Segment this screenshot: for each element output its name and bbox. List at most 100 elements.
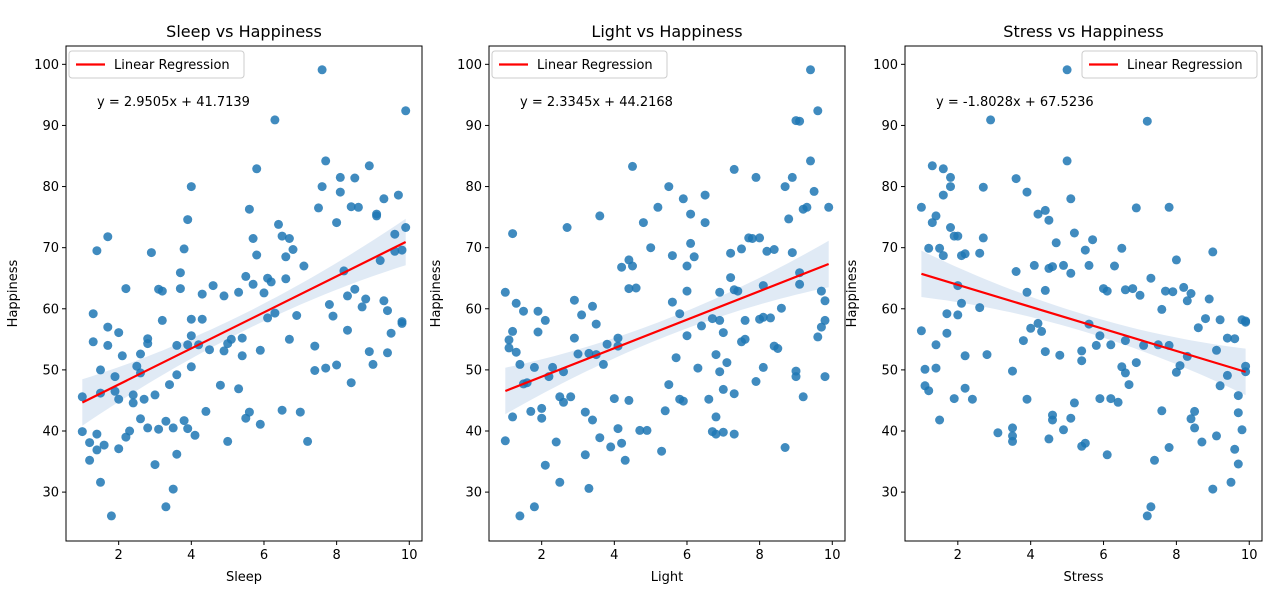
data-point [110,386,120,396]
data-point [252,250,262,260]
data-point [1102,286,1112,296]
data-point [711,429,721,439]
data-point [223,436,233,446]
data-point [631,283,641,293]
data-point [150,460,160,470]
data-point [295,407,305,417]
data-point [566,392,576,402]
x-tick-label: 4 [1027,548,1035,563]
data-point [802,202,812,212]
legend: Linear Regression [491,50,668,79]
data-point [157,286,167,296]
x-tick-label: 8 [1172,548,1180,563]
data-point [957,298,966,308]
data-point [953,231,963,241]
data-point [824,202,834,212]
data-point [1113,397,1123,407]
data-point [277,231,287,241]
data-point [106,511,116,521]
data-point [1091,340,1101,350]
data-point [1233,459,1243,469]
data-point [657,446,667,456]
data-point [244,407,254,417]
data-point [938,164,948,174]
data-point [1088,235,1098,245]
data-point [1142,511,1152,521]
data-point [820,296,830,306]
data-point [776,303,786,313]
data-point [92,445,102,455]
data-point [729,164,739,174]
data-point [1215,381,1225,391]
data-point [1106,340,1116,350]
data-point [1110,261,1119,271]
y-tick-label: 60 [465,302,482,317]
y-tick-label: 100 [873,58,898,73]
data-point [255,345,265,355]
data-point [1033,209,1043,219]
y-tick-label: 70 [42,241,59,256]
data-point [1168,287,1178,297]
data-point [343,325,352,335]
data-point [1186,289,1196,298]
data-point [157,315,167,325]
data-point [667,297,677,307]
data-point [1157,304,1167,314]
data-point [161,416,171,426]
data-point [1208,247,1218,257]
data-point [274,219,283,229]
y-tick-label: 90 [881,119,898,134]
data-point [540,460,550,470]
regression-line [504,262,830,392]
data-point [791,372,801,382]
data-point [664,182,674,192]
regression-line [81,241,407,404]
legend-label: Linear Regression [114,58,230,73]
y-tick-label: 100 [34,58,59,73]
data-point [678,194,688,204]
data-point [190,430,200,440]
data-point [740,315,750,325]
data-point [125,426,135,436]
data-point [1029,260,1039,270]
data-point [588,301,597,311]
data-point [924,243,934,253]
data-point [935,243,945,253]
data-point [1048,262,1057,272]
legend: Linear Regression [1081,50,1258,79]
data-point [689,252,699,262]
data-point [931,340,941,350]
data-point [595,211,605,221]
data-point [920,364,930,374]
data-point [183,424,193,434]
data-point [346,378,356,388]
data-point [85,438,95,448]
y-tick-label: 60 [42,302,59,317]
data-point [504,343,514,353]
data-point [292,311,302,320]
data-point [1084,260,1094,270]
data-point [773,344,783,353]
data-point [1033,318,1043,328]
data-point [787,172,797,182]
data-point [686,209,696,219]
data-point [1190,406,1200,416]
data-point [161,502,171,512]
data-point [317,182,327,192]
chart-panel-3: Stress vs Happiness 2 4 6 8 10 30 40 50 60 70 80 90 1… [845,22,1263,585]
data-point [1146,273,1156,283]
data-point [103,340,113,350]
data-point [332,218,342,228]
data-point [751,172,761,182]
data-point [1066,268,1076,278]
data-point [401,223,411,232]
data-point [237,351,247,361]
data-point [986,115,996,125]
y-tick-label: 60 [881,302,898,317]
x-tick-label: 2 [115,548,123,563]
data-point [299,261,309,271]
x-tick-label: 10 [1241,548,1258,563]
data-point [179,416,189,426]
y-tick-label: 90 [42,119,59,134]
